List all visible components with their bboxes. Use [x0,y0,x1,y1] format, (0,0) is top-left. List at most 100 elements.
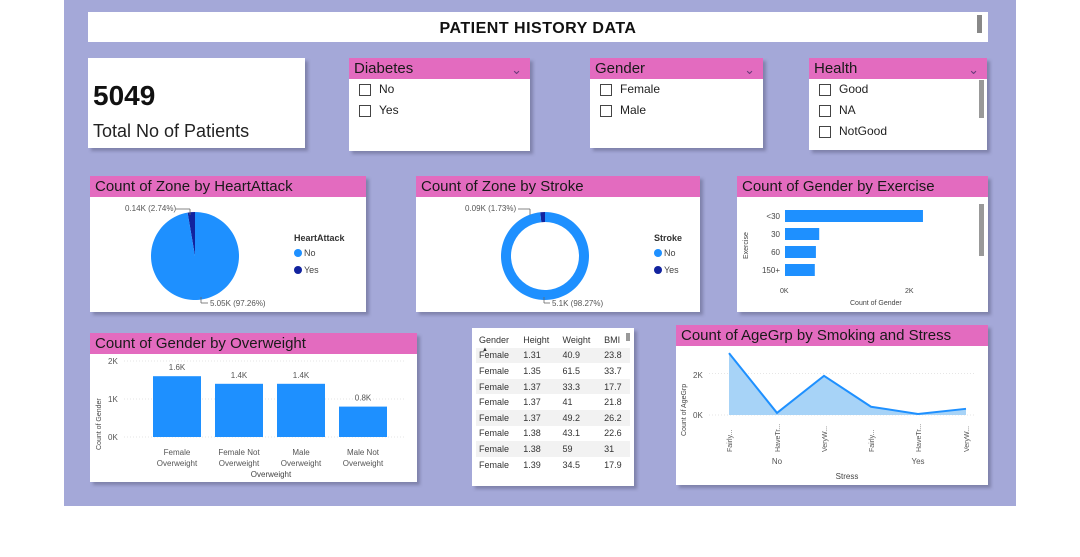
x-axis-title: Count of Gender [850,300,902,307]
legend-marker-yes [654,266,662,274]
x-group-label-yes: Yes [911,457,924,466]
chart-title: Count of AgeGrp by Smoking and Stress [676,325,988,346]
table-cell: Female [476,409,521,426]
table-row[interactable]: Female 1.37 33.3 17.7 [476,378,630,395]
slicer-option-gender-male[interactable]: Male [590,100,763,121]
exercise-bar[interactable] [785,228,820,240]
chevron-down-icon[interactable]: ⌄ [744,62,755,77]
overweight-bar-card: Count of Gender by Overweight 1.6K 1.4K 1.… [90,333,417,482]
title-scroll-handle[interactable] [977,15,982,33]
column-header-bmi[interactable]: BMI [604,334,621,345]
table-cell: 1.38 [520,441,560,457]
chevron-down-icon[interactable]: ⌄ [511,62,522,77]
table-cell: 41 [562,397,573,408]
heartattack-pie-card: Count of Zone by HeartAttack 0.14K (2.74… [90,176,366,312]
health-slicer-header[interactable]: Health ⌄ [809,58,987,79]
legend-title: HeartAttack [294,233,346,243]
overweight-bar[interactable] [215,383,263,437]
table-cell: 43.1 [562,428,581,439]
checkbox[interactable] [819,104,831,117]
pie-data-label-no: 5.05K (97.26%) [210,299,266,308]
pie-slice-no[interactable] [151,212,240,300]
table-cell: Female [476,378,521,395]
legend-label-no[interactable]: No [304,248,316,258]
diabetes-slicer: Diabetes ⌄ No Yes [349,58,530,151]
table-cell: 1.37 [520,378,560,395]
exercise-bar-card: Count of Gender by Exercise <30 30 60 150+ … [737,176,988,312]
exercise-bar[interactable] [785,210,923,222]
table-cell: 61.5 [562,365,581,376]
y-tick-label: 2K [108,357,118,366]
stroke-donut-chart: 0.09K (1.73%) 5.1K (98.27%) Stroke No Ye… [465,204,682,308]
table-cell: 26.2 [601,409,630,426]
x-tick-label: Fairly... [869,430,876,452]
checkbox[interactable] [359,83,371,96]
agegrp-area-card: Count of AgeGrp by Smoking and Stress Co… [676,325,988,485]
diabetes-slicer-header[interactable]: Diabetes ⌄ [349,58,530,79]
diabetes-slicer-title: Diabetes [354,60,414,77]
table-row[interactable]: Female 1.39 34.5 17.9 [476,457,630,473]
column-header-weight[interactable]: Weight [562,334,591,345]
slicer-option-health-na[interactable]: NA [809,100,987,121]
x-tick-label: HaveTr... [916,424,923,452]
exercise-bar[interactable] [785,246,816,258]
column-header-height[interactable]: Height [523,334,550,345]
area-series-line[interactable] [728,352,967,415]
checkbox[interactable] [819,125,831,138]
table-row[interactable]: Female 1.38 43.1 22.6 [476,426,630,442]
overweight-bar[interactable] [339,406,387,437]
table-row[interactable]: Female 1.38 59 31 [476,441,630,457]
x-tick-label: Fairly... [727,430,734,452]
exercise-bar-chart: <30 30 60 150+ Exercise 0K 2K Count of Gend… [743,210,923,307]
area-fill [729,353,966,415]
chart-title: Count of Zone by Stroke [416,176,700,197]
slicer-option-diabetes-yes[interactable]: Yes [349,100,530,121]
table-cell: 22.6 [604,428,622,439]
table-scroll-handle[interactable] [626,333,630,341]
table-cell: 49.2 [559,409,602,426]
slicer-option-health-notgood[interactable]: NotGood [809,121,987,142]
gender-slicer-header[interactable]: Gender ⌄ [590,58,763,79]
health-slicer-scrollbar[interactable] [979,80,984,118]
legend-label-yes[interactable]: Yes [304,265,319,275]
patient-table-card: Gender Height Weight BMI Female 1.31 40.9 2… [472,328,634,486]
x-tick-label: Female Not [218,448,260,457]
table-cell: Female [476,347,521,364]
agegrp-area-chart: Count of AgeGrp 2K 0K Fairly... HaveTr...… [681,352,976,481]
table-cell: 1.37 [523,397,541,408]
exercise-chart-scrollbar[interactable] [979,204,984,256]
overweight-bar[interactable] [277,383,325,437]
table-row[interactable]: Female 1.35 61.5 33.7 [476,363,630,379]
table-header-row: Gender Height Weight BMI [476,332,630,348]
table-cell: 1.31 [520,347,560,364]
table-cell: Female [479,397,510,408]
checkbox[interactable] [819,83,831,96]
sort-ascending-icon[interactable]: ▲ [482,347,488,353]
pie-slice-yes[interactable] [540,212,545,223]
table-cell: 17.7 [601,378,630,395]
pie-slice-no[interactable] [501,212,589,300]
checkbox[interactable] [359,104,371,117]
table-row[interactable]: Female 1.31 40.9 23.8 [476,347,630,364]
chevron-down-icon[interactable]: ⌄ [968,62,979,77]
pie-slice-yes[interactable] [187,212,195,256]
x-group-label-no: No [772,457,783,466]
legend-label-no[interactable]: No [664,248,676,258]
legend-label-yes[interactable]: Yes [664,265,679,275]
slicer-option-diabetes-no[interactable]: No [349,79,530,100]
table-row[interactable]: Female 1.37 49.2 26.2 [476,409,630,426]
slicer-option-health-good[interactable]: Good [809,79,987,100]
table-cell: 1.37 [520,409,560,426]
checkbox[interactable] [600,104,612,117]
table-cell: 1.35 [523,365,541,376]
chart-title: Count of Gender by Exercise [737,176,988,197]
overweight-bar[interactable] [153,376,201,437]
column-header-gender[interactable]: Gender [479,334,510,345]
y-axis-title: Count of AgeGrp [681,384,688,436]
table-row[interactable]: Female 1.37 41 21.8 [476,394,630,410]
checkbox[interactable] [600,83,612,96]
option-label: NotGood [839,124,888,138]
exercise-bar[interactable] [785,264,815,276]
y-tick-label: 30 [771,230,780,239]
slicer-option-gender-female[interactable]: Female [590,79,763,100]
